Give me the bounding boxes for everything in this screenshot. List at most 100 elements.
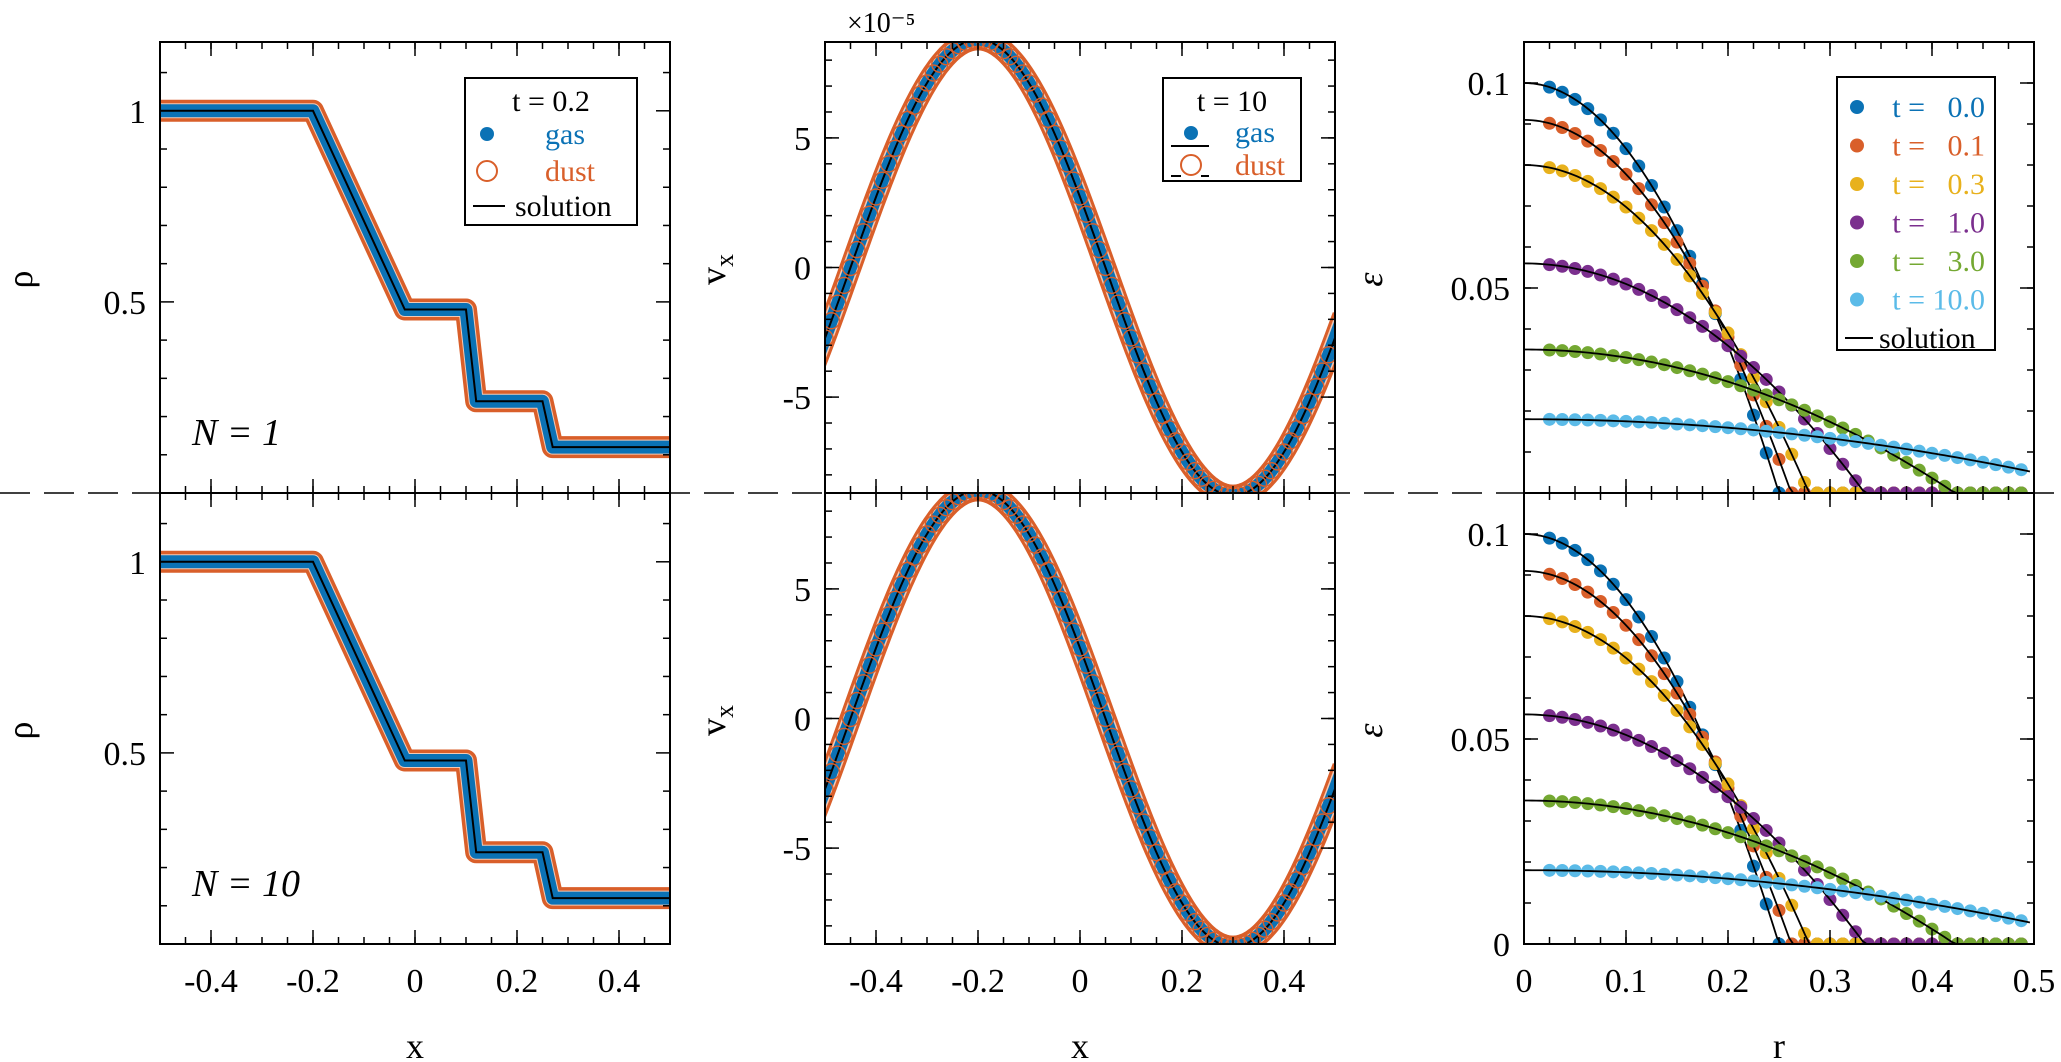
legend-solution-label: solution bbox=[515, 190, 612, 223]
gas-series bbox=[825, 493, 1335, 944]
dust-point bbox=[841, 258, 860, 277]
dust-point bbox=[860, 656, 879, 674]
dust-point bbox=[1166, 432, 1185, 450]
dust-point bbox=[1141, 828, 1159, 847]
x-tick-label: 0.1 bbox=[1605, 963, 1648, 1000]
data-point bbox=[1989, 486, 2003, 493]
y-multiplier: ×10⁻⁵ bbox=[847, 8, 915, 39]
y-tick-label: -5 bbox=[783, 831, 811, 868]
dust-point bbox=[1141, 377, 1159, 396]
dust-point bbox=[1147, 392, 1166, 411]
plot-area bbox=[160, 99, 670, 459]
dust-point bbox=[835, 727, 853, 746]
dust-point bbox=[825, 312, 841, 330]
y-tick-label: 0.5 bbox=[104, 285, 147, 322]
dust-point bbox=[1071, 188, 1089, 206]
dust-point bbox=[892, 575, 911, 594]
dust-point bbox=[1045, 575, 1064, 594]
dust-point bbox=[1039, 561, 1057, 580]
solution-line bbox=[1524, 533, 2030, 944]
dust-point bbox=[867, 639, 885, 657]
data-point bbox=[1810, 937, 1824, 944]
dust-point bbox=[1020, 525, 1038, 543]
solution-line bbox=[1524, 615, 2030, 944]
dust-point bbox=[1077, 205, 1096, 223]
data-point bbox=[1836, 937, 1850, 944]
y-tick-label: 0.05 bbox=[1451, 722, 1511, 759]
dust-point bbox=[937, 499, 955, 517]
dust-point bbox=[880, 606, 898, 624]
dust-point bbox=[854, 223, 872, 241]
data-point bbox=[2014, 937, 2028, 944]
dust-point bbox=[825, 780, 834, 798]
dust-series-inner bbox=[160, 554, 670, 906]
dust-point bbox=[1243, 480, 1261, 493]
y-tick-label: 0 bbox=[1493, 927, 1510, 964]
legend-title: t = 10 bbox=[1197, 85, 1267, 118]
dust-point bbox=[1013, 64, 1032, 82]
y-tick-label: 0 bbox=[794, 702, 811, 739]
dust-series-inner bbox=[825, 493, 1335, 944]
dust-point bbox=[1300, 392, 1319, 411]
solution-line bbox=[1524, 262, 2030, 493]
dust-point bbox=[1218, 937, 1236, 944]
y-axis-label: ε bbox=[1350, 723, 1390, 738]
dust-point bbox=[825, 763, 841, 781]
dust-point bbox=[924, 515, 943, 533]
dust-point bbox=[829, 745, 847, 763]
dust-point bbox=[1179, 904, 1198, 922]
legend-marker bbox=[1850, 138, 1864, 153]
dust-point bbox=[1090, 691, 1108, 710]
y-axis-label: vx bbox=[693, 705, 739, 736]
dust-point bbox=[1109, 745, 1127, 763]
solution-line bbox=[1524, 82, 2030, 493]
dust-point bbox=[873, 171, 892, 189]
legend-label: t = 1.0 bbox=[1892, 207, 1985, 240]
dust-point bbox=[1045, 124, 1064, 143]
y-axis-label: ρ bbox=[0, 271, 40, 289]
legend-marker bbox=[1850, 292, 1864, 307]
data-point bbox=[2014, 486, 2028, 493]
dust-point bbox=[1192, 920, 1210, 938]
dust-point bbox=[1007, 55, 1025, 73]
dust-point bbox=[1064, 171, 1083, 189]
dust-point bbox=[1058, 606, 1076, 624]
legend-label: t = 0.3 bbox=[1892, 168, 1985, 201]
dust-point bbox=[1262, 913, 1280, 931]
solution-line bbox=[1524, 418, 2031, 473]
n-annotation: N = 10 bbox=[191, 863, 300, 905]
dust-point bbox=[1058, 155, 1076, 173]
y-tick-label: 5 bbox=[794, 121, 811, 158]
dust-point bbox=[1268, 453, 1287, 471]
y-tick-label: 0 bbox=[794, 251, 811, 288]
dust-point bbox=[1262, 462, 1280, 480]
y-tick-label: 0.1 bbox=[1468, 517, 1511, 554]
data-point bbox=[1989, 937, 2003, 944]
solution-line bbox=[160, 560, 670, 900]
x-tick-label: 0.4 bbox=[598, 963, 641, 1000]
dust-point bbox=[841, 709, 860, 728]
dust-point bbox=[1173, 443, 1191, 461]
y-axis-label: ρ bbox=[0, 722, 40, 740]
dust-point bbox=[1084, 674, 1102, 692]
data-point bbox=[1887, 486, 1901, 493]
dust-point bbox=[924, 64, 943, 82]
dust-point bbox=[1122, 329, 1140, 347]
dust-point bbox=[1071, 639, 1089, 657]
dust-point bbox=[886, 590, 904, 609]
dust-point bbox=[1243, 931, 1261, 944]
x-axis-label: r bbox=[1773, 1026, 1785, 1062]
solution-line bbox=[1524, 570, 2030, 944]
dust-point bbox=[1319, 346, 1335, 364]
x-tick-label: 0.3 bbox=[1809, 963, 1852, 1000]
dust-point bbox=[911, 85, 930, 103]
legend-box bbox=[464, 77, 638, 226]
dust-point bbox=[1115, 763, 1134, 781]
solution-line bbox=[1524, 119, 2030, 493]
x-tick-label: 0.5 bbox=[2013, 963, 2056, 1000]
legend-label: t = 0.1 bbox=[1892, 130, 1985, 163]
x-tick-label: 0.4 bbox=[1263, 963, 1306, 1000]
dust-point bbox=[854, 674, 872, 692]
